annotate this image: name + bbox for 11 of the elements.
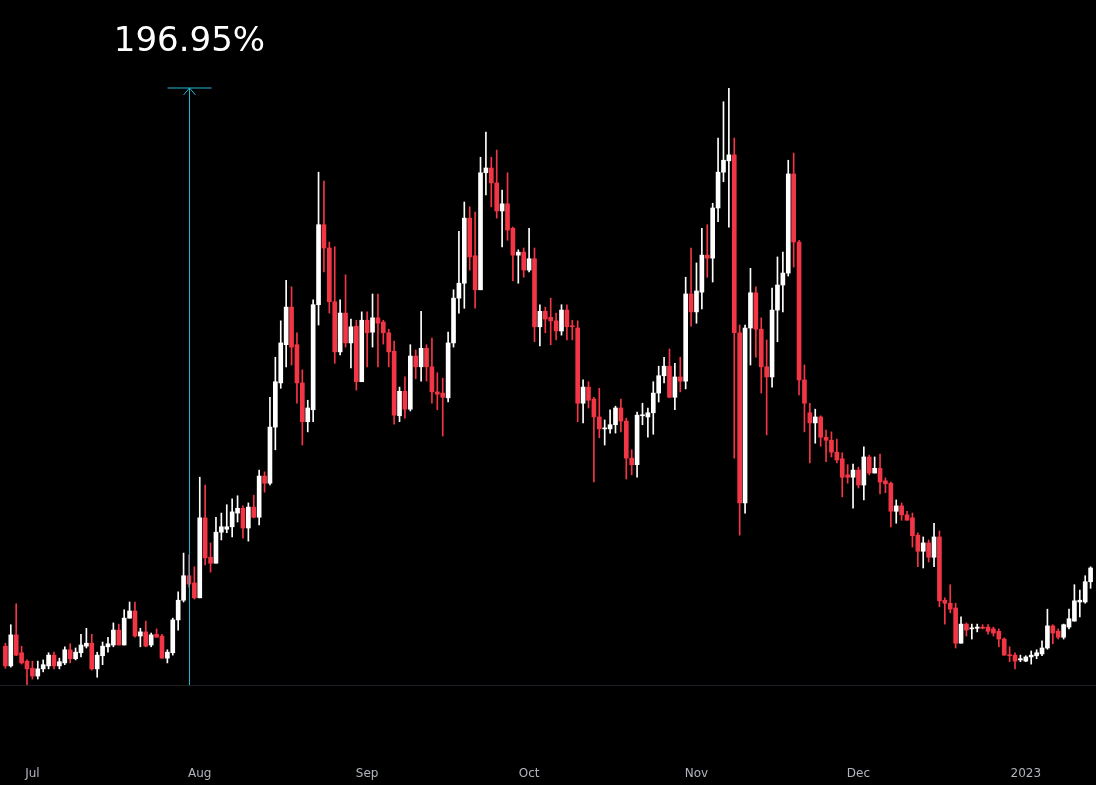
x-tick-label: 2023 bbox=[1010, 766, 1042, 781]
x-tick-label: Nov bbox=[684, 766, 709, 781]
x-tick-label: Dec bbox=[846, 766, 871, 781]
candlestick bbox=[596, 387, 602, 439]
x-tick-label: Jul bbox=[24, 766, 40, 781]
x-tick-label: Oct bbox=[518, 766, 540, 781]
candlestick bbox=[893, 499, 899, 524]
x-tick-label: Aug bbox=[188, 766, 212, 781]
ref-line-label: 196.95% bbox=[113, 19, 266, 59]
candlestick bbox=[812, 408, 818, 444]
x-tick-label: Sep bbox=[355, 766, 379, 781]
